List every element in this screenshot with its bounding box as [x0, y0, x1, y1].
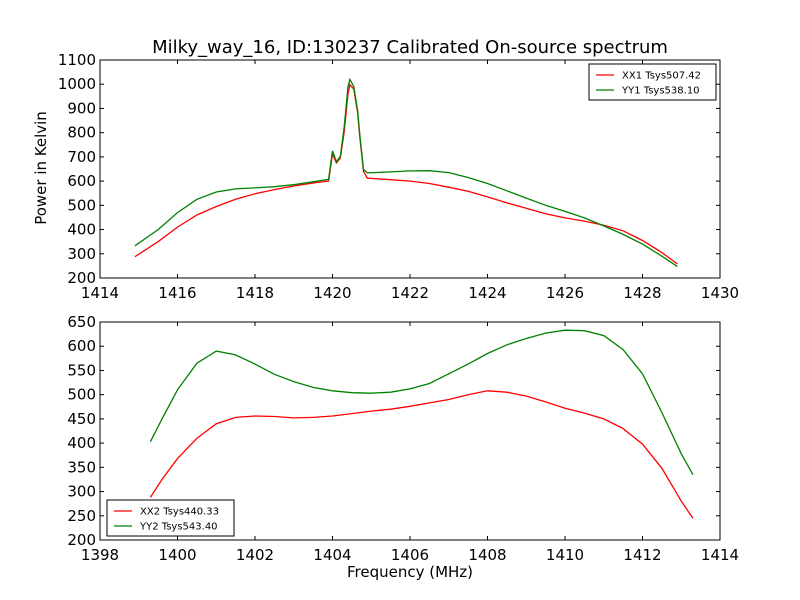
- x-tick-label: 1416: [158, 284, 196, 302]
- y-tick-label: 1000: [58, 75, 96, 93]
- legend-label: XX1 Tsys507.42: [622, 71, 701, 82]
- x-tick-label: 1400: [158, 546, 196, 564]
- legend-label: YY2 Tsys543.40: [139, 522, 218, 533]
- series-line-xx2: [149, 390, 694, 519]
- y-tick-label: 900: [67, 99, 96, 117]
- series-line-yy2: [149, 329, 694, 475]
- x-tick-label: 1398: [81, 546, 119, 564]
- y-tick-label: 200: [67, 269, 96, 287]
- x-tick-label: 1420: [313, 284, 351, 302]
- y-tick-label: 1100: [58, 51, 96, 69]
- legend: XX1 Tsys507.42 YY1 Tsys538.10: [588, 63, 717, 101]
- x-tick-label: 1424: [468, 284, 506, 302]
- x-tick-label: 1410: [546, 546, 584, 564]
- top-plot-panel: 1414 1416 1418 1420 1422 1424 1426 1428 1430 200 3…: [58, 51, 739, 302]
- y-tick-label: 600: [67, 337, 96, 355]
- x-tick-label: 1414: [701, 546, 739, 564]
- y-tick-label: 500: [67, 386, 96, 404]
- y-tick-label: 200: [67, 531, 96, 549]
- x-tick-label: 1412: [623, 546, 661, 564]
- x-tick-label: 1426: [546, 284, 584, 302]
- y-tick-label: 400: [67, 434, 96, 452]
- x-tick-label: 1418: [236, 284, 274, 302]
- x-tick-label: 1422: [391, 284, 429, 302]
- y-tick-label: 700: [67, 148, 96, 166]
- x-tick-label: 1414: [81, 284, 119, 302]
- x-tick-label: 1404: [313, 546, 351, 564]
- y-tick-label: 400: [67, 221, 96, 239]
- legend-label: XX2 Tsys440.33: [140, 507, 219, 518]
- bottom-plot-panel: 1398 1400 1402 1404 1406 1408 1410 1412 1414 200 2…: [67, 313, 739, 564]
- series-line-yy1: [134, 77, 678, 268]
- x-tick-label: 1406: [391, 546, 429, 564]
- y-tick-label: 650: [67, 313, 96, 331]
- chart-title: Milky_way_16, ID:130237 Calibrated On-so…: [152, 37, 668, 58]
- x-tick-label: 1430: [701, 284, 739, 302]
- y-tick-label: 450: [67, 410, 96, 428]
- legend-box: [588, 63, 717, 101]
- legend: XX2 Tsys440.33 YY2 Tsys543.40: [106, 499, 235, 537]
- y-tick-label: 550: [67, 361, 96, 379]
- y-tick-label: 800: [67, 124, 96, 142]
- y-tick-label: 600: [67, 172, 96, 190]
- x-tick-label: 1408: [468, 546, 506, 564]
- top-y-axis-label: Power in Kelvin: [32, 111, 50, 225]
- x-tick-label: 1428: [623, 284, 661, 302]
- legend-box: [106, 499, 235, 537]
- legend-label: YY1 Tsys538.10: [621, 86, 700, 97]
- x-tick-label: 1402: [236, 546, 274, 564]
- y-tick-label: 250: [67, 507, 96, 525]
- y-tick-label: 300: [67, 245, 96, 263]
- bottom-x-axis-label: Frequency (MHz): [347, 563, 473, 581]
- y-tick-label: 300: [67, 483, 96, 501]
- y-tick-label: 350: [67, 458, 96, 476]
- y-tick-label: 500: [67, 196, 96, 214]
